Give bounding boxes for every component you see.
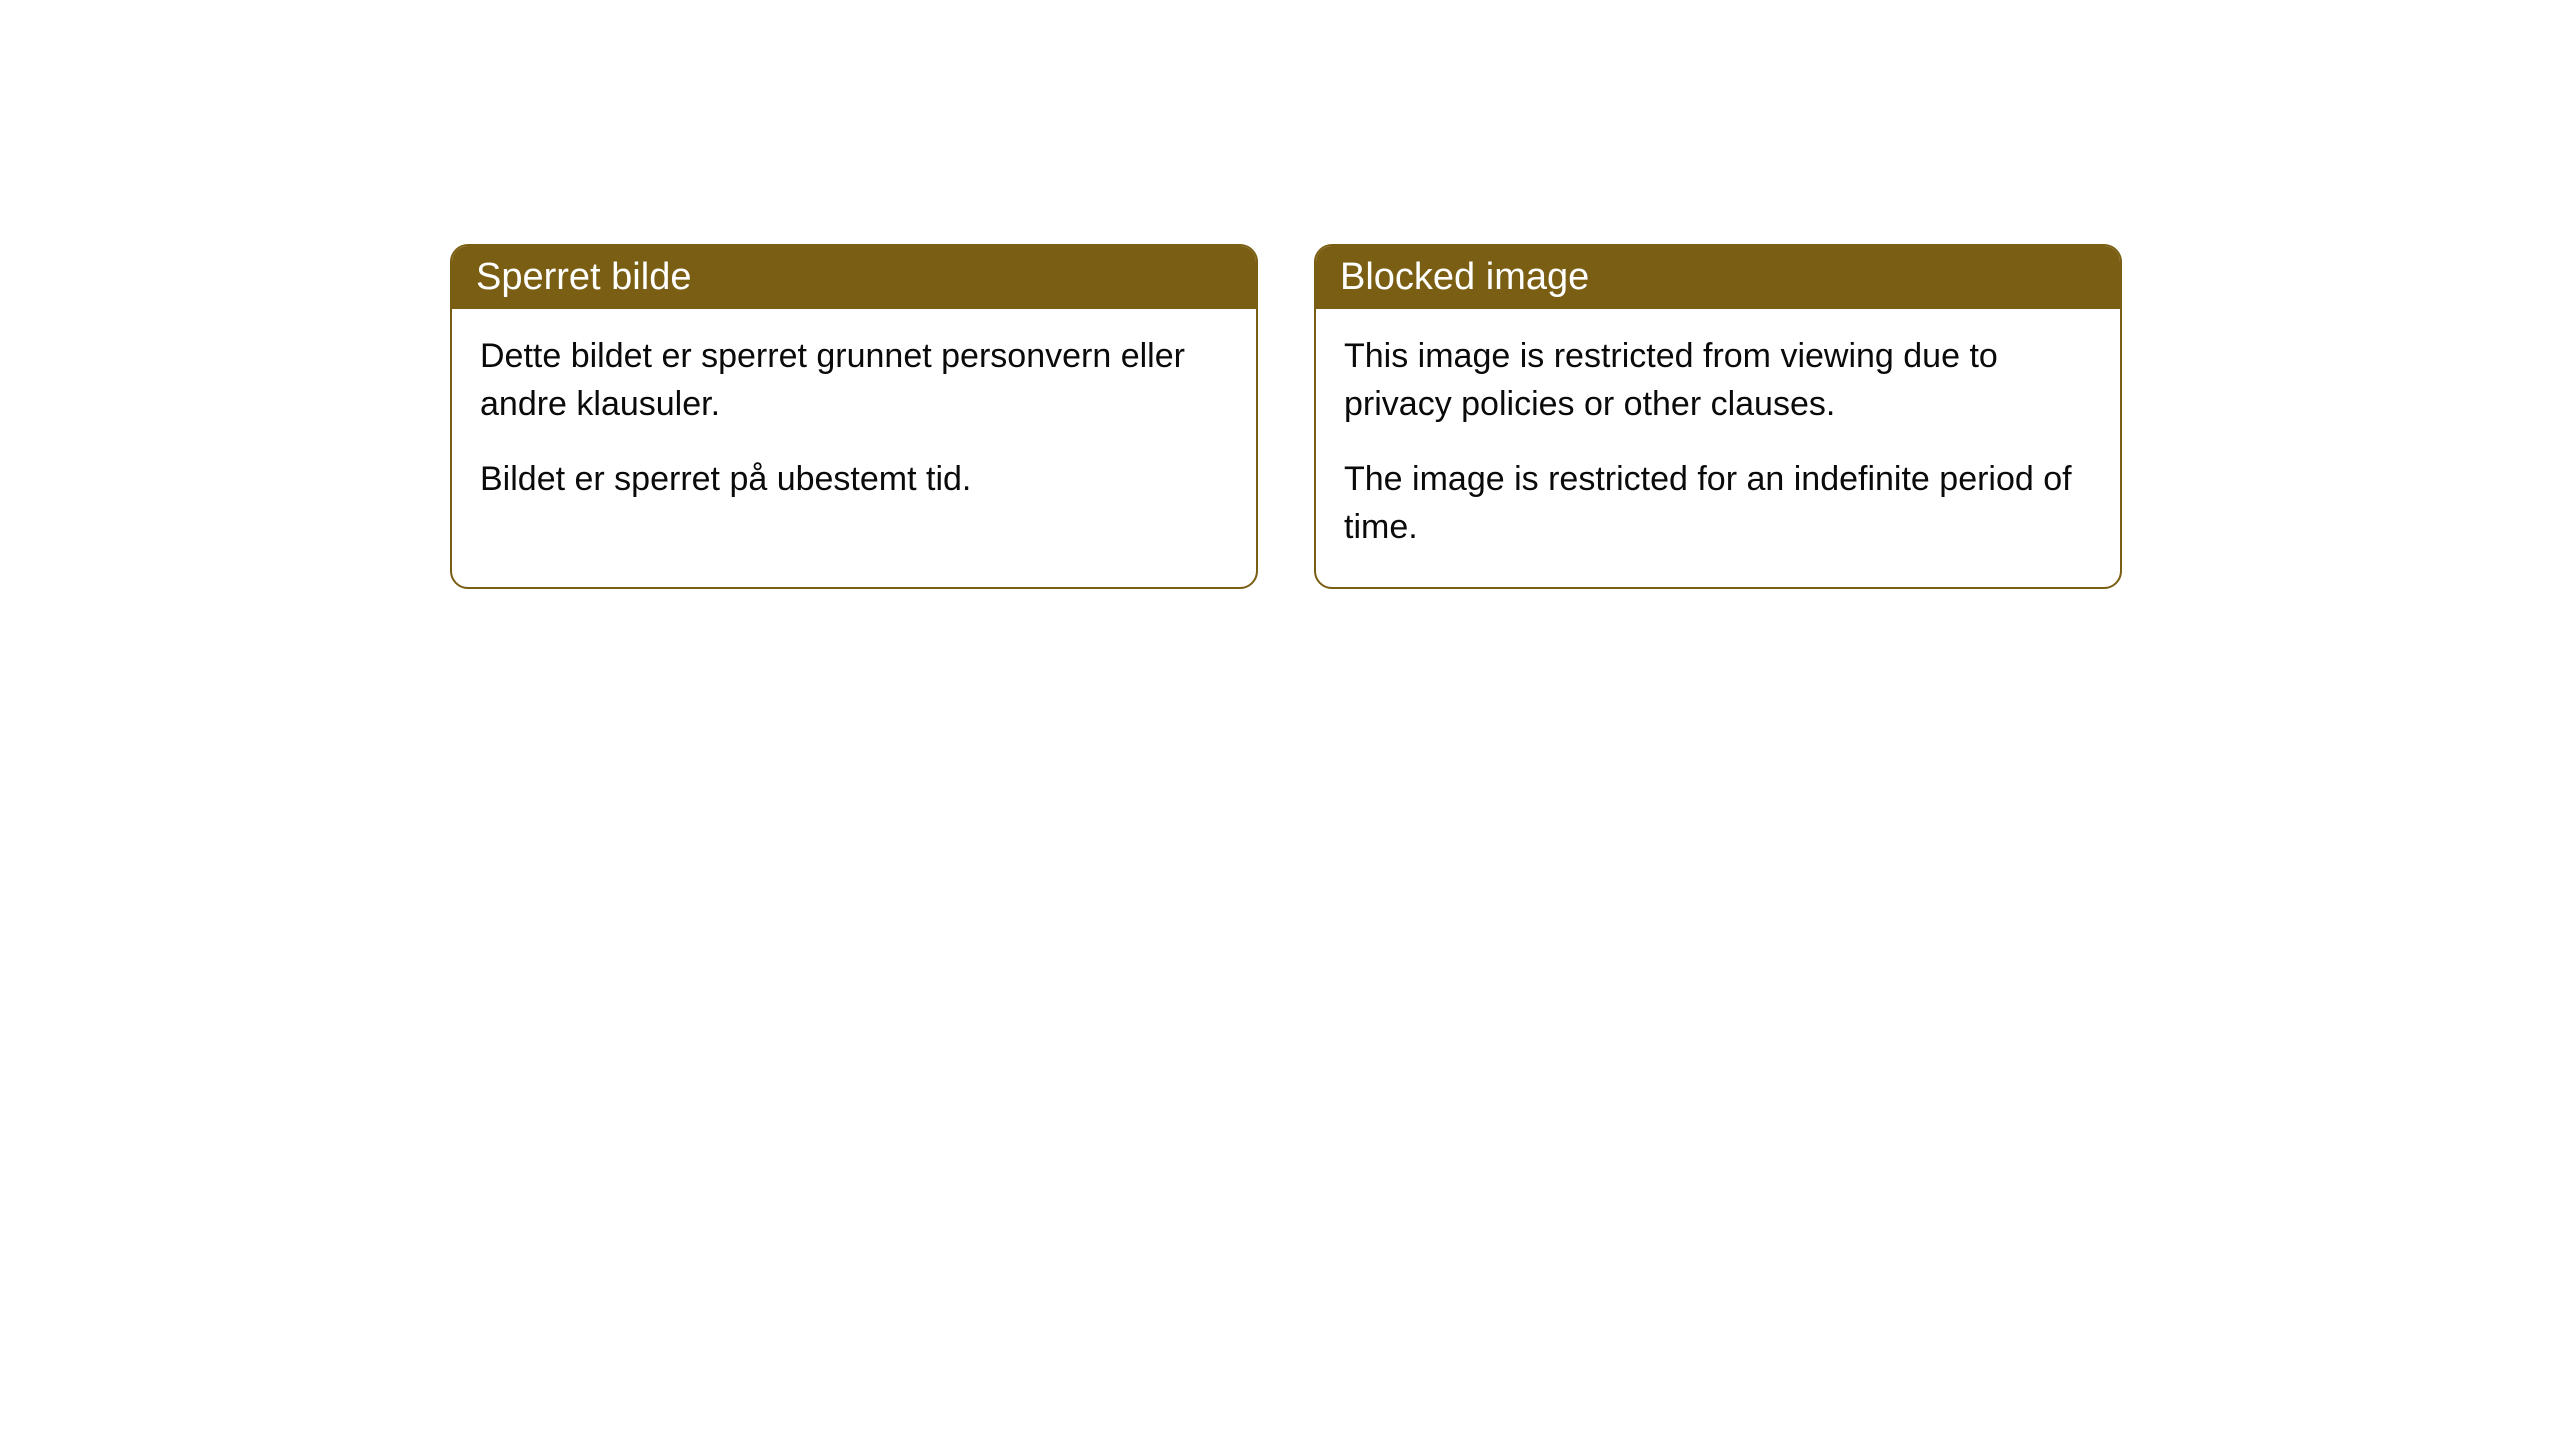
card-header-norwegian: Sperret bilde (452, 246, 1256, 309)
card-paragraph: This image is restricted from viewing du… (1344, 333, 2092, 428)
card-paragraph: Bildet er sperret på ubestemt tid. (480, 456, 1228, 504)
card-english: Blocked image This image is restricted f… (1314, 244, 2122, 589)
card-body-english: This image is restricted from viewing du… (1316, 309, 2120, 587)
cards-container: Sperret bilde Dette bildet er sperret gr… (450, 244, 2122, 589)
card-title-norwegian: Sperret bilde (476, 256, 691, 298)
card-title-english: Blocked image (1340, 256, 1589, 298)
card-header-english: Blocked image (1316, 246, 2120, 309)
card-body-norwegian: Dette bildet er sperret grunnet personve… (452, 309, 1256, 540)
card-paragraph: The image is restricted for an indefinit… (1344, 456, 2092, 551)
card-paragraph: Dette bildet er sperret grunnet personve… (480, 333, 1228, 428)
card-norwegian: Sperret bilde Dette bildet er sperret gr… (450, 244, 1258, 589)
